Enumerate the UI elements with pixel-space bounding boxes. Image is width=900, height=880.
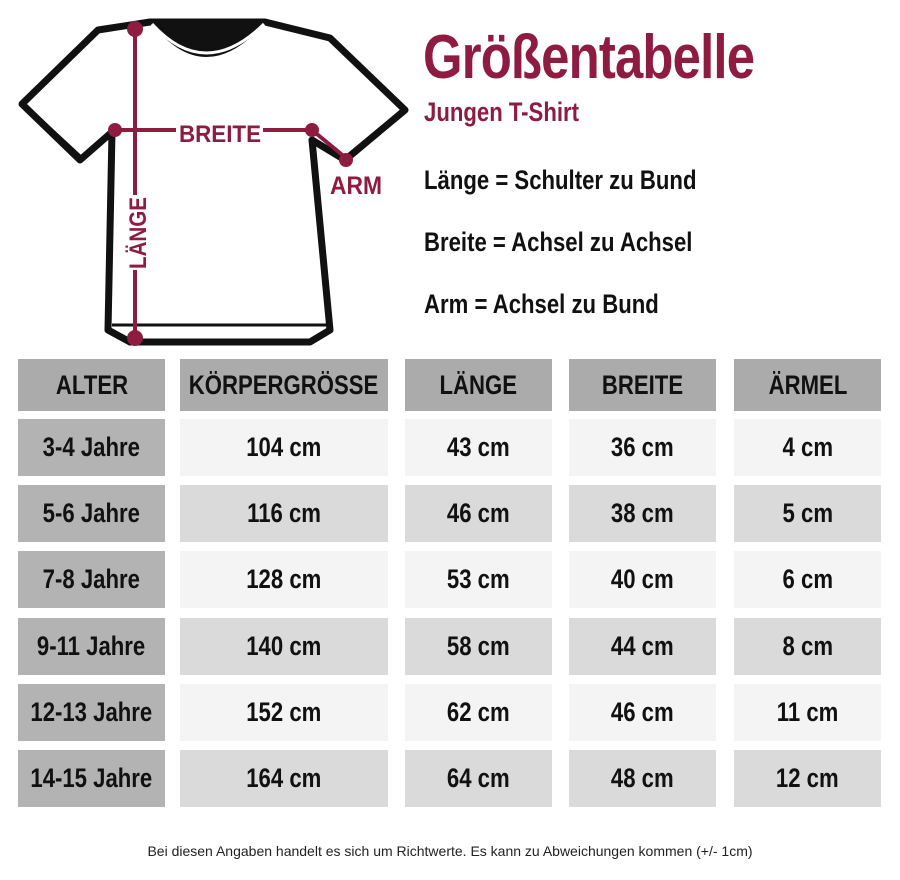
table-cell: 11 cm: [734, 684, 881, 741]
table-cell: 46 cm: [405, 485, 552, 542]
table-cell: 116 cm: [180, 485, 388, 542]
table-cell: 44 cm: [569, 618, 716, 675]
cell-text: 104 cm: [246, 432, 322, 462]
cell-text: 58 cm: [447, 631, 510, 661]
cell-text: 12-13 Jahre: [30, 697, 153, 727]
disclaimer-note: Bei diesen Angaben handelt es sich um Ri…: [147, 843, 753, 859]
table-header-cell: BREITE: [569, 359, 716, 411]
table-cell: 64 cm: [405, 750, 552, 807]
table-cell: 46 cm: [569, 684, 716, 741]
table-cell: 140 cm: [180, 618, 388, 675]
cell-text: 12 cm: [776, 763, 839, 793]
cell-text: 62 cm: [447, 697, 510, 727]
cell-text: 11 cm: [776, 697, 839, 727]
laenge-label: LÄNGE: [125, 197, 152, 269]
subtitle: Jungen T-Shirt: [424, 97, 579, 127]
age-cell: 7-8 Jahre: [18, 551, 165, 608]
cell-text: 7-8 Jahre: [42, 564, 141, 594]
cell-text: 5-6 Jahre: [42, 498, 141, 528]
table-cell: 128 cm: [180, 551, 388, 608]
cell-text: 46 cm: [447, 498, 510, 528]
cell-text: 140 cm: [246, 631, 322, 661]
cell-text: 152 cm: [246, 697, 322, 727]
breite-label: BREITE: [179, 121, 261, 148]
table-cell: 40 cm: [569, 551, 716, 608]
cell-text: 116 cm: [247, 498, 321, 528]
cell-text: 48 cm: [611, 763, 674, 793]
cell-text: 6 cm: [782, 564, 833, 594]
table-cell: 4 cm: [734, 419, 881, 476]
page-title: Größentabelle: [423, 23, 755, 92]
age-cell: 5-6 Jahre: [18, 485, 165, 542]
tshirt-illustration: BREITE ARM LÄNGE: [18, 18, 409, 346]
table-cell: 48 cm: [569, 750, 716, 807]
cell-text: 128 cm: [246, 564, 322, 594]
cell-text: LÄNGE: [439, 369, 518, 400]
table-cell: 12 cm: [734, 750, 881, 807]
table-cell: 5 cm: [734, 485, 881, 542]
age-cell: 9-11 Jahre: [18, 618, 165, 675]
cell-text: ALTER: [55, 369, 128, 400]
definition-breite: Breite = Achsel zu Achsel: [424, 227, 693, 257]
age-cell: 12-13 Jahre: [18, 684, 165, 741]
table-cell: 152 cm: [180, 684, 388, 741]
cell-text: KÖRPERGRÖSSE: [189, 369, 379, 400]
cell-text: ÄRMEL: [768, 369, 847, 400]
cell-text: 4 cm: [782, 432, 833, 462]
cell-text: 3-4 Jahre: [42, 432, 141, 462]
table-header-cell: ÄRMEL: [734, 359, 881, 411]
cell-text: 64 cm: [447, 763, 510, 793]
cell-text: 14-15 Jahre: [30, 763, 153, 793]
table-cell: 6 cm: [734, 551, 881, 608]
cell-text: 5 cm: [782, 498, 833, 528]
cell-text: 43 cm: [447, 432, 510, 462]
table-header-cell: ALTER: [18, 359, 165, 411]
table-cell: 38 cm: [569, 485, 716, 542]
cell-text: 44 cm: [611, 631, 674, 661]
table-cell: 164 cm: [180, 750, 388, 807]
cell-text: 38 cm: [611, 498, 674, 528]
table-cell: 36 cm: [569, 419, 716, 476]
cell-text: 46 cm: [611, 697, 674, 727]
cell-text: 36 cm: [611, 432, 674, 462]
table-cell: 8 cm: [734, 618, 881, 675]
table-cell: 58 cm: [405, 618, 552, 675]
cell-text: 8 cm: [782, 631, 833, 661]
table-header-cell: LÄNGE: [405, 359, 552, 411]
table-cell: 104 cm: [180, 419, 388, 476]
cell-text: BREITE: [601, 369, 684, 400]
arm-label: ARM: [330, 172, 382, 200]
definition-laenge: Länge = Schulter zu Bund: [424, 165, 697, 195]
cell-text: 9-11 Jahre: [37, 631, 146, 661]
age-cell: 14-15 Jahre: [18, 750, 165, 807]
table-cell: 53 cm: [405, 551, 552, 608]
cell-text: 40 cm: [611, 564, 674, 594]
table-cell: 43 cm: [405, 419, 552, 476]
table-header-cell: KÖRPERGRÖSSE: [180, 359, 388, 411]
table-cell: 62 cm: [405, 684, 552, 741]
age-cell: 3-4 Jahre: [18, 419, 165, 476]
definition-arm: Arm = Achsel zu Bund: [424, 289, 659, 319]
cell-text: 164 cm: [246, 763, 322, 793]
cell-text: 53 cm: [447, 564, 510, 594]
